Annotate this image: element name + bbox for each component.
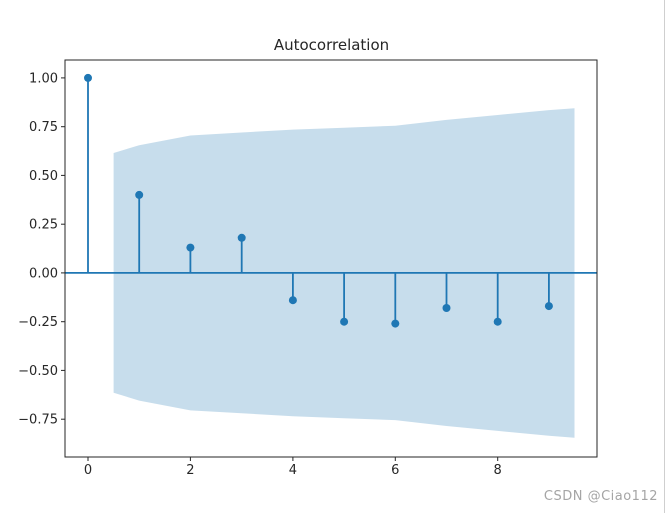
chart-title: Autocorrelation bbox=[273, 36, 390, 54]
y-tick-label: −0.50 bbox=[18, 364, 58, 379]
stem-marker bbox=[84, 73, 92, 82]
y-tick-label: 1.00 bbox=[29, 71, 58, 86]
axes-frame bbox=[64, 59, 598, 458]
y-tick-label: −0.25 bbox=[18, 315, 58, 330]
x-tick-label: 6 bbox=[391, 463, 399, 478]
stem-marker bbox=[391, 319, 400, 328]
watermark-text: CSDN @Ciao112 bbox=[543, 489, 658, 504]
y-tick-label: 0.25 bbox=[29, 218, 58, 233]
stem-marker bbox=[135, 190, 144, 199]
stem-marker bbox=[340, 317, 349, 326]
x-tick-label: 4 bbox=[289, 463, 297, 478]
x-tick-label: 8 bbox=[494, 463, 502, 478]
stem-marker bbox=[288, 296, 297, 305]
stem-marker bbox=[186, 243, 195, 252]
stem-marker bbox=[237, 233, 246, 242]
stem-marker bbox=[544, 302, 553, 311]
y-tick-label: 0.50 bbox=[29, 169, 58, 184]
stem-marker bbox=[442, 304, 451, 312]
x-tick-label: 2 bbox=[186, 463, 194, 478]
y-tick-label: 0.75 bbox=[29, 120, 58, 135]
stem-marker bbox=[493, 317, 502, 326]
y-tick-label: 0.00 bbox=[29, 266, 58, 281]
x-tick-label: 0 bbox=[84, 463, 92, 478]
y-tick-label: −0.75 bbox=[18, 413, 58, 428]
page-edge-divider bbox=[664, 0, 665, 513]
